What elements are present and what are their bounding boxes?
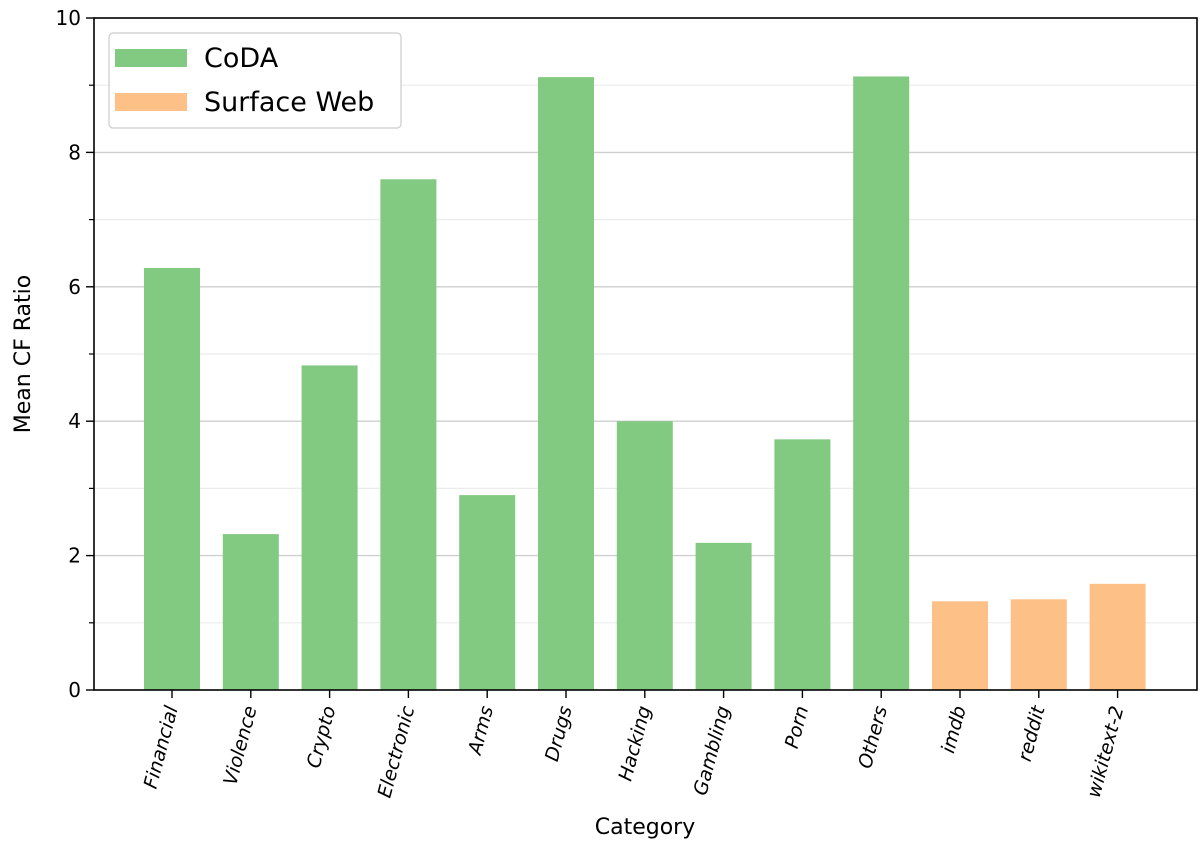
x-tick-label: Others — [854, 704, 892, 771]
x-tick-label: Gambling — [689, 704, 734, 798]
x-tick-label: Financial — [140, 703, 183, 791]
x-tick-label: imdb — [937, 704, 971, 756]
bar-porn — [774, 439, 831, 690]
bar-drugs — [538, 77, 594, 691]
bar-crypto — [301, 365, 358, 690]
x-axis-title: Category — [595, 815, 696, 840]
x-tick-label: Drugs — [541, 704, 577, 764]
y-tick-label: 0 — [68, 678, 81, 702]
y-axis-title: Mean CF Ratio — [11, 275, 36, 433]
legend-label-surface-web: Surface Web — [204, 87, 374, 118]
bar-gambling — [695, 542, 752, 690]
y-tick-label: 2 — [68, 544, 81, 568]
x-tick-label: Crypto — [303, 704, 341, 771]
legend-label-coda: CoDA — [204, 43, 279, 74]
y-tick-label: 10 — [56, 6, 81, 30]
legend-swatch-surface-web — [115, 93, 187, 111]
legend: CoDA Surface Web — [108, 32, 402, 129]
bar-hacking — [616, 421, 673, 690]
bar-violence — [222, 534, 279, 690]
x-tick-label: Hacking — [615, 704, 656, 784]
bars — [144, 76, 1146, 691]
x-tick-label: Arms — [464, 704, 499, 759]
x-tick-label: Electronic — [374, 703, 420, 800]
bar-others — [853, 76, 910, 691]
x-tick-label: Porn — [781, 704, 813, 751]
bar-arms — [459, 495, 516, 690]
y-tick-label: 8 — [68, 140, 81, 164]
bar-financial — [144, 267, 200, 690]
bar-reddit — [1010, 599, 1067, 690]
bar-wikitext-2 — [1089, 583, 1146, 690]
y-axis-ticks: 0 2 4 6 8 10 — [56, 6, 94, 702]
bar-electronic — [380, 179, 437, 690]
y-tick-label: 4 — [68, 409, 81, 433]
legend-swatch-coda — [115, 49, 187, 67]
y-tick-label: 6 — [68, 275, 81, 299]
x-axis-ticks: Financial Violence Crypto Electronic Arms Dru… — [140, 690, 1129, 800]
x-tick-label: reddit — [1014, 702, 1050, 764]
bar-imdb — [932, 601, 988, 690]
x-tick-label: wikitext-2 — [1083, 704, 1129, 800]
x-tick-label: Violence — [219, 704, 261, 788]
